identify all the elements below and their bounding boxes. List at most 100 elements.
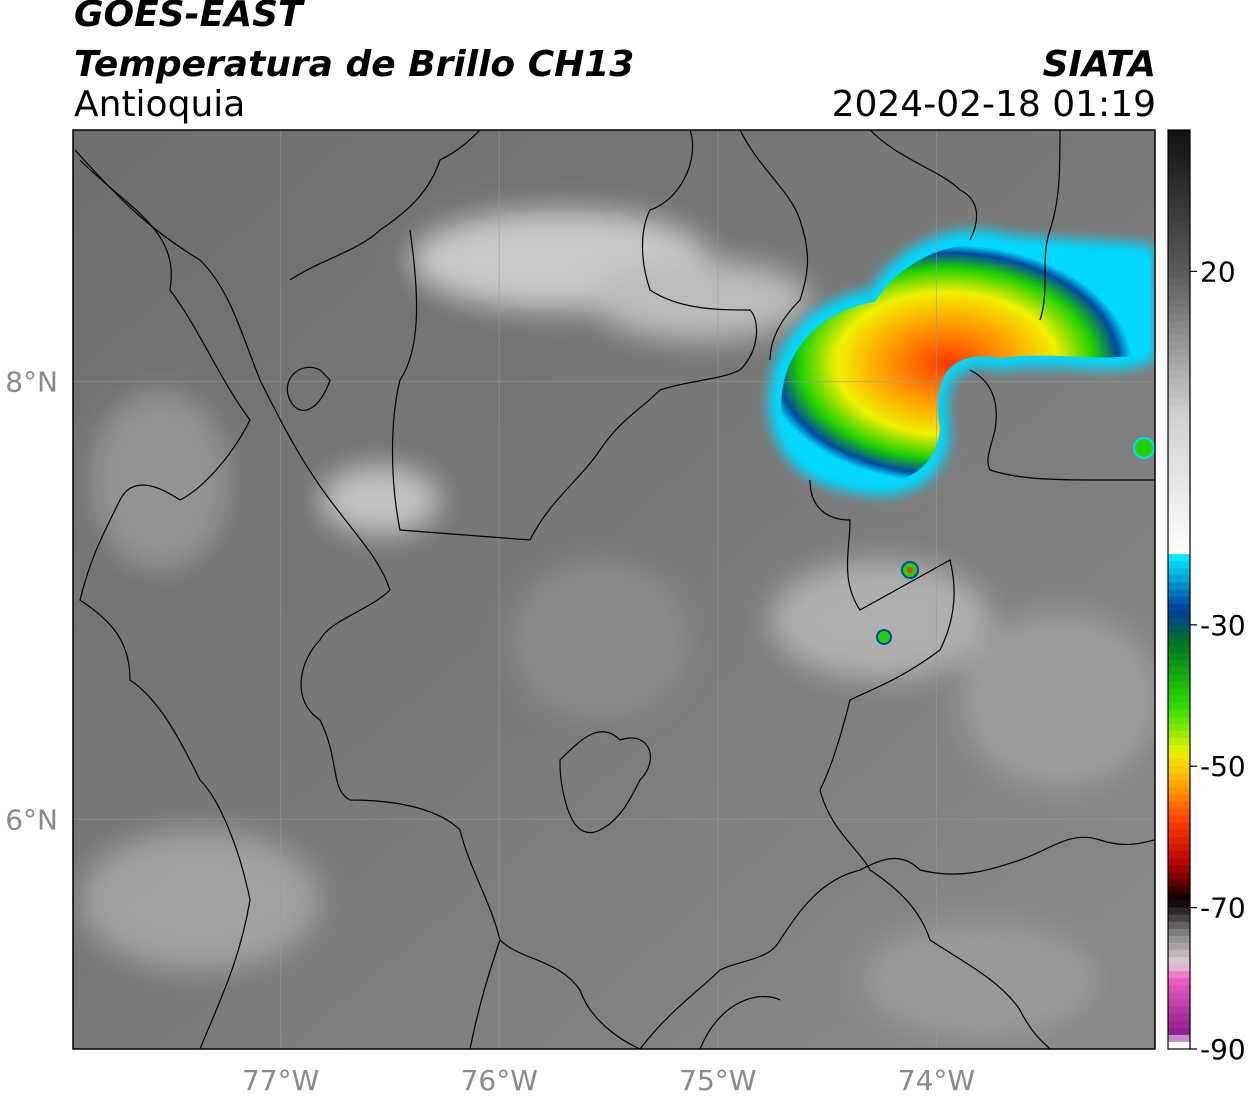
colorbar-segment	[1168, 766, 1190, 774]
colorbar-segment	[1168, 942, 1190, 951]
colorbar-tick-label: -50	[1200, 750, 1246, 783]
colorbar-segment	[1168, 596, 1190, 605]
colorbar-segment	[1168, 497, 1190, 506]
colorbar-segment	[1168, 455, 1190, 463]
political-borders	[74, 130, 1155, 1049]
colorbar-segment	[1168, 752, 1190, 760]
colorbar-segment	[1168, 179, 1190, 188]
colorbar-segment	[1168, 780, 1190, 789]
colorbar-segment	[1168, 483, 1190, 492]
colorbar-segment	[1168, 801, 1190, 810]
colorbar-segment	[1168, 674, 1190, 682]
colorbar-segment	[1168, 292, 1190, 301]
colorbar-segment	[1168, 504, 1190, 513]
colorbar-segment	[1168, 950, 1190, 958]
colorbar-segment	[1168, 568, 1190, 576]
colorbar-segment	[1168, 137, 1190, 145]
colorbar-segment	[1168, 624, 1190, 633]
colorbar-segment	[1168, 511, 1190, 520]
colorbar-segment	[1168, 716, 1190, 725]
colorbar-segment	[1168, 271, 1190, 280]
colorbar-segment	[1168, 391, 1190, 400]
colorbar-frame	[1167, 129, 1191, 1050]
colorbar-segment	[1168, 610, 1190, 619]
lon-tick-label: 75°W	[679, 1064, 756, 1097]
colorbar-segment	[1168, 914, 1190, 923]
colorbar-segment	[1168, 257, 1190, 265]
organization-label: SIATA	[1042, 44, 1156, 85]
colorbar-segment	[1168, 306, 1190, 315]
colorbar-segment	[1168, 787, 1190, 796]
map-frame	[72, 129, 1156, 1050]
colorbar-segment	[1168, 702, 1190, 711]
lon-tick-label: 74°W	[898, 1064, 975, 1097]
colorbar-segment	[1168, 370, 1190, 379]
storm-cell	[768, 230, 1155, 645]
colorbar-segment	[1168, 462, 1190, 470]
colorbar-segment	[1168, 1020, 1190, 1029]
lon-tick-label: 77°W	[242, 1064, 319, 1097]
colorbar-segment	[1168, 829, 1190, 838]
colorbar-segment	[1168, 532, 1190, 541]
colorbar-segment	[1168, 907, 1190, 916]
colorbar-segment	[1168, 130, 1190, 138]
colorbar-segment	[1168, 688, 1190, 697]
colorbar-segment	[1168, 653, 1190, 661]
satellite-title: GOES-EAST	[74, 0, 303, 35]
colorbar-segment	[1168, 151, 1190, 159]
colorbar-segment	[1168, 327, 1190, 336]
colorbar-segment	[1168, 490, 1190, 499]
colorbar-segment	[1168, 709, 1190, 718]
colorbar-segment	[1168, 363, 1190, 371]
colorbar-segment	[1168, 815, 1190, 824]
colorbar-segment	[1168, 836, 1190, 845]
colorbar-segment	[1168, 1013, 1190, 1022]
lat-tick-label: 6°N	[5, 803, 58, 836]
colorbar-segment	[1168, 448, 1190, 456]
satellite-imagery	[73, 130, 1155, 1049]
colorbar-segment	[1168, 349, 1190, 357]
colorbar-segment	[1168, 250, 1190, 258]
colorbar-segment	[1168, 999, 1190, 1008]
colorbar-segment	[1168, 342, 1190, 350]
colorbar-segment	[1168, 278, 1190, 287]
colorbar-segment	[1168, 681, 1190, 690]
latitude-tick-labels: 8°N 6°N	[5, 366, 58, 837]
colorbar-segment	[1168, 518, 1190, 527]
colorbar-segment	[1168, 745, 1190, 753]
colorbar-segment	[1168, 992, 1190, 1001]
colorbar-segment	[1168, 236, 1190, 244]
colorbar-segment	[1168, 144, 1190, 152]
colorbar-segment	[1168, 207, 1190, 216]
colorbar-segment	[1168, 313, 1190, 322]
colorbar-segment	[1168, 561, 1190, 569]
colorbar-segment	[1168, 631, 1190, 640]
colorbar-segment	[1168, 872, 1190, 880]
colorbar: 20 -30 -50 -70 -90	[1167, 129, 1246, 1066]
colorbar-segment	[1168, 851, 1190, 859]
colorbar-segment	[1168, 964, 1190, 972]
colorbar-segment	[1168, 441, 1190, 449]
colorbar-segment	[1168, 843, 1190, 852]
colorbar-segment	[1168, 476, 1190, 485]
colorbar-segment	[1168, 971, 1190, 979]
colorbar-segment	[1168, 921, 1190, 930]
region-label: Antioquia	[74, 84, 246, 125]
colorbar-segment	[1168, 469, 1190, 477]
colorbar-segment	[1168, 228, 1190, 237]
colorbar-segment	[1168, 1006, 1190, 1015]
colorbar-segment	[1168, 879, 1190, 888]
colorbar-segment	[1168, 214, 1190, 223]
colorbar-segment	[1168, 320, 1190, 329]
colorbar-segment	[1168, 985, 1190, 994]
colorbar-segment	[1168, 730, 1190, 739]
colorbar-segment	[1168, 158, 1190, 166]
colorbar-segment	[1168, 554, 1190, 562]
colorbar-segment	[1168, 193, 1190, 202]
longitude-tick-labels: 77°W 76°W 75°W 74°W	[242, 1064, 975, 1097]
colorbar-segment	[1168, 589, 1190, 598]
colorbar-segment	[1168, 957, 1190, 965]
colorbar-segment	[1168, 978, 1190, 986]
colorbar-segment	[1168, 412, 1190, 421]
